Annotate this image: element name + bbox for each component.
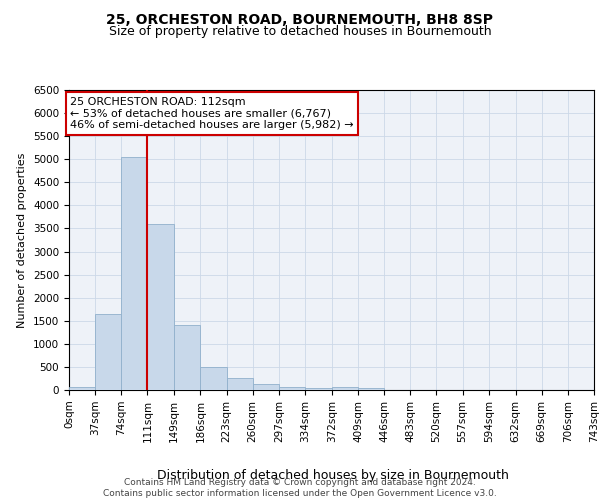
Text: Contains HM Land Registry data © Crown copyright and database right 2024.
Contai: Contains HM Land Registry data © Crown c… (103, 478, 497, 498)
Bar (305, 388, 332, 390)
Bar (95, 314, 121, 390)
Text: 25, ORCHESTON ROAD, BOURNEMOUTH, BH8 8SP: 25, ORCHESTON ROAD, BOURNEMOUTH, BH8 8SP (107, 12, 493, 26)
Bar (227, 378, 253, 390)
Bar (174, 326, 200, 390)
Bar (200, 367, 227, 390)
Bar (121, 157, 148, 390)
Text: Distribution of detached houses by size in Bournemouth: Distribution of detached houses by size … (157, 470, 509, 482)
Bar (279, 386, 305, 390)
Text: Size of property relative to detached houses in Bournemouth: Size of property relative to detached ho… (109, 25, 491, 38)
Bar (358, 388, 384, 390)
Bar (253, 384, 279, 390)
Bar (148, 224, 174, 390)
Bar (332, 386, 358, 390)
Bar (69, 386, 95, 390)
Y-axis label: Number of detached properties: Number of detached properties (17, 152, 28, 328)
Text: 25 ORCHESTON ROAD: 112sqm
← 53% of detached houses are smaller (6,767)
46% of se: 25 ORCHESTON ROAD: 112sqm ← 53% of detac… (70, 97, 354, 130)
